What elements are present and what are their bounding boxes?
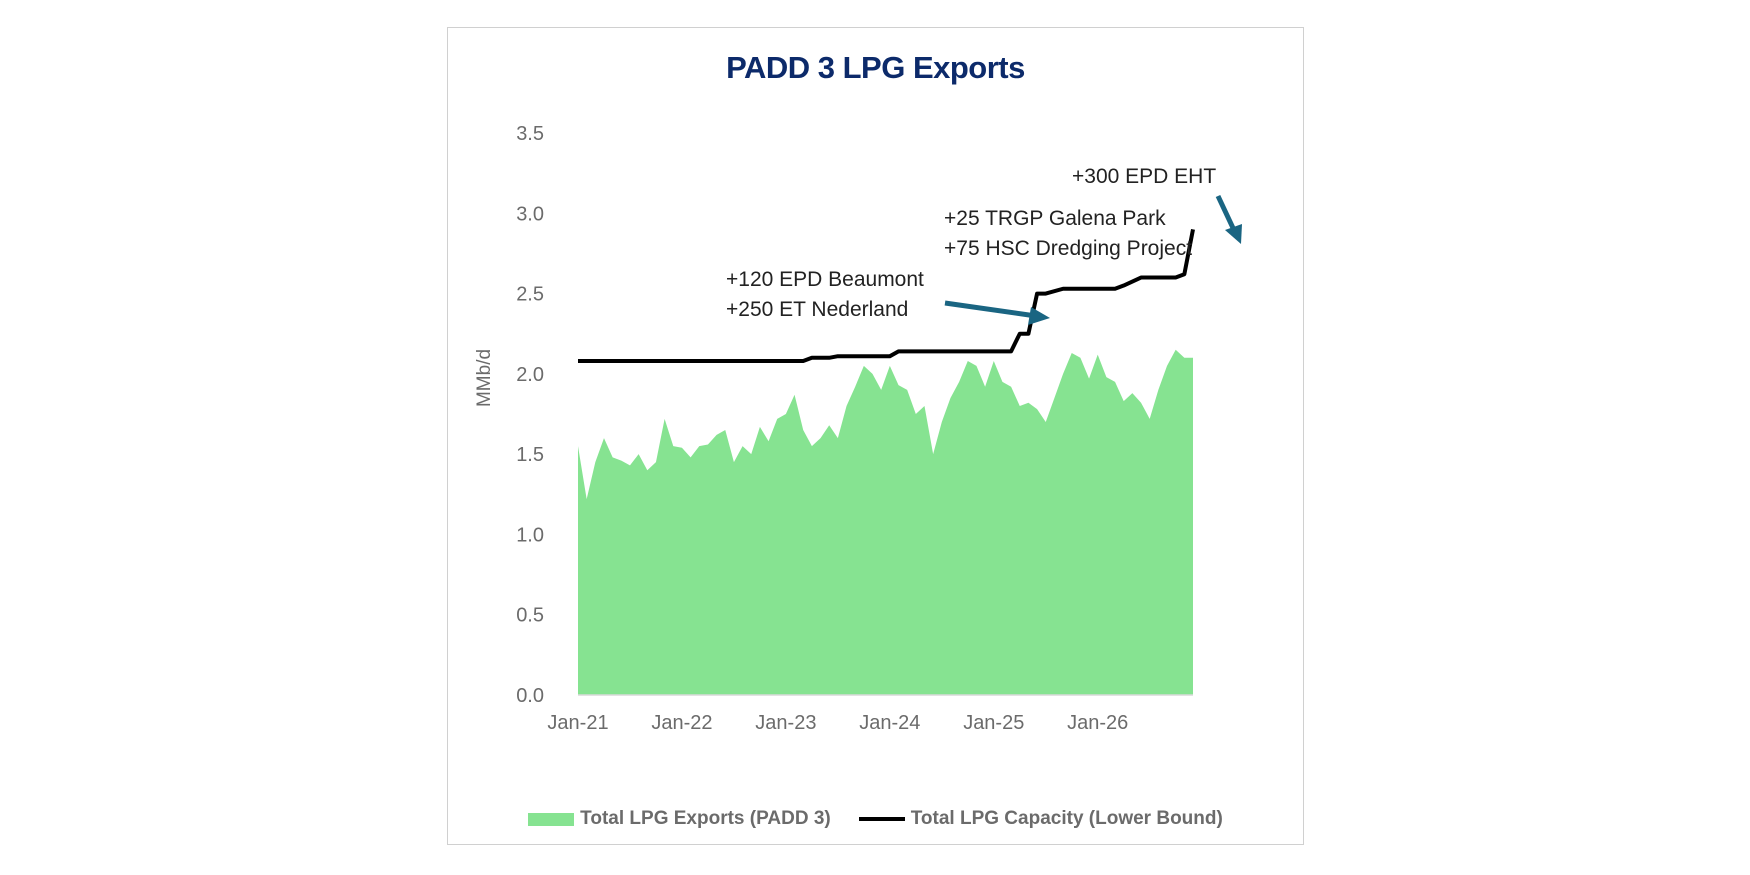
chart-legend: Total LPG Exports (PADD 3) Total LPG Cap… xyxy=(448,808,1303,830)
capacity-line-layer xyxy=(578,228,1195,364)
y-tick-label: 1.5 xyxy=(516,444,544,466)
x-tick-label: Jan-25 xyxy=(963,712,1024,734)
annotation-beaumont-line2: +250 ET Nederland xyxy=(726,298,908,321)
legend-swatch-capacity xyxy=(858,817,905,821)
annotation-eht-arrow xyxy=(1215,194,1236,230)
x-axis-ticks: Jan-21 Jan-22 Jan-23 Jan-24 Jan-25 Jan-26 xyxy=(547,712,1128,734)
annotation-beaumont: +120 EPD Beaumont +250 ET Nederland xyxy=(726,268,924,321)
x-tick-label: Jan-26 xyxy=(1067,712,1128,734)
annotation-eht: +300 EPD EHT xyxy=(1072,165,1216,188)
x-tick-label: Jan-21 xyxy=(547,712,608,734)
y-tick-label: 3.5 xyxy=(516,123,544,145)
chart-frame: PADD 3 LPG Exports 0.0 0.5 1.0 1.5 2.0 2.5 3.0… xyxy=(447,27,1304,845)
legend-label-capacity: Total LPG Capacity (Lower Bound) xyxy=(910,808,1223,829)
x-tick-label: Jan-22 xyxy=(651,712,712,734)
y-tick-label: 1.0 xyxy=(516,524,544,546)
series-capacity-line xyxy=(578,228,1195,364)
series-exports-area xyxy=(578,349,1193,695)
legend-item-capacity: Total LPG Capacity (Lower Bound) xyxy=(858,808,1223,830)
x-tick-label: Jan-24 xyxy=(859,712,920,734)
y-tick-label: 2.5 xyxy=(516,284,544,306)
annotation-eht-arrowhead xyxy=(1225,224,1242,244)
y-axis-label: MMb/d xyxy=(474,349,495,407)
annotation-galena: +25 TRGP Galena Park +75 HSC Dredging Pr… xyxy=(944,207,1192,260)
legend-item-exports: Total LPG Exports (PADD 3) xyxy=(528,808,831,830)
legend-swatch-exports xyxy=(528,812,575,826)
annotation-beaumont-arrowhead xyxy=(1028,307,1050,325)
y-tick-label: 2.0 xyxy=(516,364,544,386)
legend-label-exports: Total LPG Exports (PADD 3) xyxy=(580,808,831,829)
annotation-galena-line1: +25 TRGP Galena Park xyxy=(944,207,1166,230)
chart-svg: 0.00.51.01.52.02.53.03.5 MMb/d Jan-21 Jan… xyxy=(474,123,1242,734)
y-tick-label: 0.5 xyxy=(516,605,544,627)
y-tick-label: 0.0 xyxy=(516,685,544,707)
y-axis-ticks: 0.0 0.5 1.0 1.5 2.0 2.5 3.0 3.5 xyxy=(516,123,544,707)
annotation-beaumont-arrow xyxy=(944,300,1037,319)
exports-area-layer xyxy=(578,349,1193,695)
annotation-beaumont-line1: +120 EPD Beaumont xyxy=(726,268,924,291)
chart-title: PADD 3 LPG Exports xyxy=(726,50,1025,85)
x-tick-label: Jan-23 xyxy=(755,712,816,734)
y-tick-label: 3.0 xyxy=(516,203,544,225)
annotation-galena-line2: +75 HSC Dredging Project xyxy=(944,237,1192,260)
